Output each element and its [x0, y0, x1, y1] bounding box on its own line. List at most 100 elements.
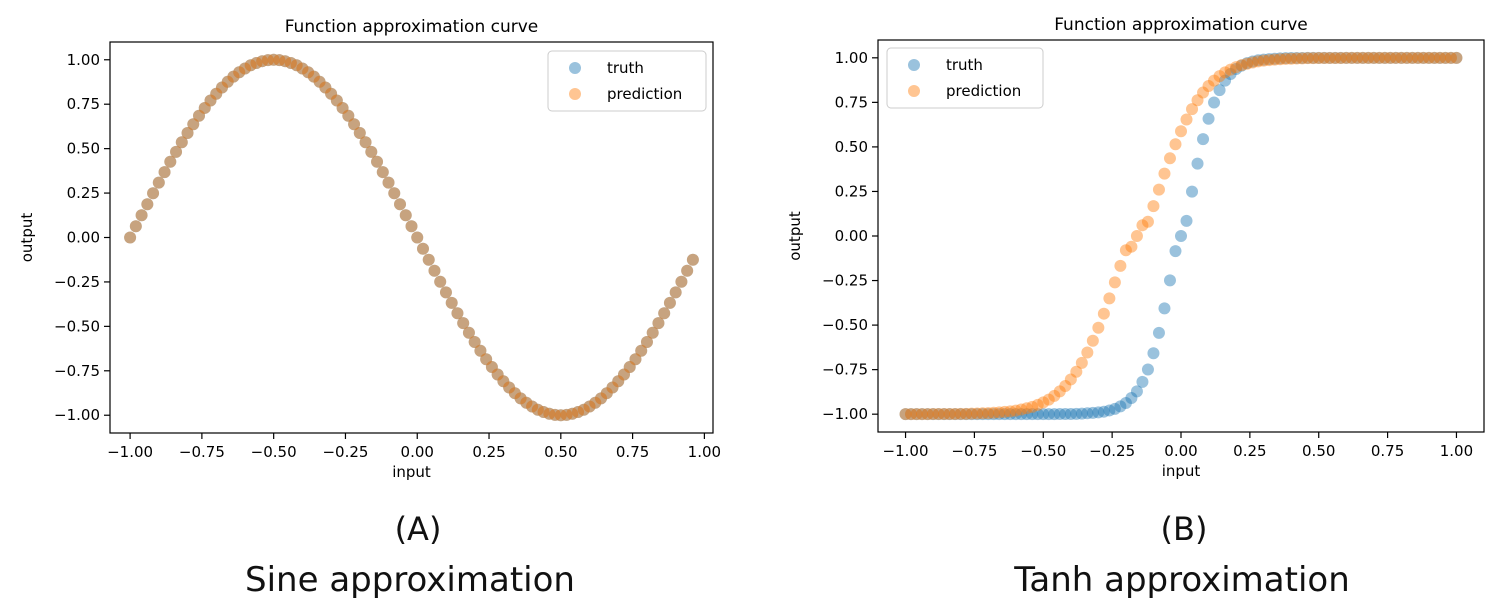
truth-point [600, 387, 613, 400]
truth-point [439, 286, 452, 299]
truth-point [1362, 51, 1375, 64]
truth-point [342, 109, 355, 122]
truth-point [1235, 59, 1248, 72]
truth-point [233, 66, 246, 79]
prediction-point [554, 409, 567, 422]
prediction-point [976, 407, 989, 420]
truth-point [916, 408, 929, 421]
truth-point [998, 408, 1011, 421]
prediction-point [376, 166, 389, 179]
prediction-point [1197, 86, 1210, 99]
truth-point [1224, 68, 1237, 81]
truth-point [1400, 51, 1413, 64]
y-tick-label: 0.75 [67, 95, 100, 113]
prediction-point [1119, 244, 1132, 257]
prediction-point [1378, 51, 1391, 64]
prediction-point [589, 396, 602, 409]
truth-point [987, 408, 1000, 421]
truth-point [359, 136, 372, 149]
truth-point [960, 408, 973, 421]
prediction-point [399, 209, 412, 222]
legend-label-prediction: prediction [946, 82, 1021, 100]
x-tick-label: 0.00 [1164, 442, 1197, 460]
prediction-point [348, 118, 361, 131]
x-tick-label: −1.00 [883, 442, 929, 460]
prediction-point [600, 387, 613, 400]
truth-point [307, 70, 320, 83]
truth-point [365, 145, 378, 158]
prediction-point [686, 253, 699, 266]
prediction-point [1246, 56, 1259, 69]
prediction-point [987, 406, 1000, 419]
truth-point [399, 209, 412, 222]
x-tick-label: −0.75 [951, 442, 997, 460]
prediction-point [1329, 52, 1342, 64]
truth-point [899, 408, 912, 421]
prediction-point [681, 264, 694, 277]
prediction-point [595, 392, 608, 405]
prediction-point [462, 326, 475, 339]
prediction-point [1075, 356, 1088, 369]
y-tick-label: −0.50 [54, 317, 100, 335]
truth-point [629, 353, 642, 366]
truth-point [503, 381, 516, 394]
x-tick-label: −0.75 [179, 443, 225, 461]
chart-title: Function approximation curve [285, 17, 539, 37]
truth-point [1296, 52, 1309, 64]
prediction-point [623, 361, 636, 374]
truth-point [1329, 51, 1342, 64]
y-tick-label: 0.25 [67, 184, 100, 202]
truth-point [250, 56, 263, 69]
prediction-point [1290, 52, 1303, 65]
prediction-point [227, 70, 240, 83]
truth-point [382, 176, 395, 189]
prediction-point [1020, 402, 1033, 415]
truth-point [1202, 112, 1215, 125]
truth-point [1230, 63, 1243, 76]
truth-point [1086, 406, 1099, 419]
truth-point [313, 75, 326, 88]
prediction-point [1202, 79, 1215, 92]
truth-point [1290, 52, 1303, 64]
truth-point [514, 392, 527, 405]
truth-point [1009, 408, 1022, 421]
prediction-point [359, 136, 372, 149]
truth-point [457, 317, 470, 330]
legend-marker-truth [908, 59, 920, 71]
caption-b-letter: (B) [1160, 510, 1208, 548]
truth-point [1092, 406, 1105, 419]
truth-point [1318, 51, 1331, 64]
legend-label-truth: truth [946, 56, 983, 74]
prediction-point [998, 405, 1011, 418]
prediction-point [543, 407, 556, 420]
x-tick-label: −0.50 [251, 443, 297, 461]
prediction-point [938, 408, 951, 420]
y-tick-label: 0.50 [67, 140, 100, 158]
truth-point [1064, 408, 1077, 420]
prediction-point [1186, 103, 1199, 116]
prediction-point [181, 127, 194, 139]
prediction-point [1362, 51, 1375, 64]
prediction-point [313, 75, 326, 88]
prediction-point [170, 145, 183, 158]
prediction-point [267, 53, 280, 66]
prediction-point [382, 176, 395, 189]
prediction-point [526, 400, 539, 413]
prediction-point [1208, 74, 1221, 87]
prediction-point [221, 75, 234, 88]
prediction-point [405, 220, 418, 233]
prediction-point [560, 408, 573, 421]
prediction-point [1384, 51, 1397, 64]
truth-point [353, 127, 366, 139]
x-tick-label: 0.00 [401, 443, 434, 461]
truth-point [681, 264, 694, 277]
truth-point [1169, 245, 1182, 258]
prediction-point [485, 361, 498, 374]
truth-point [416, 242, 429, 255]
prediction-point [1108, 276, 1121, 289]
truth-point [267, 53, 280, 66]
x-tick-label: −1.00 [107, 443, 153, 461]
prediction-point [629, 353, 642, 366]
truth-point [537, 406, 550, 419]
legend-marker-prediction [569, 88, 581, 100]
